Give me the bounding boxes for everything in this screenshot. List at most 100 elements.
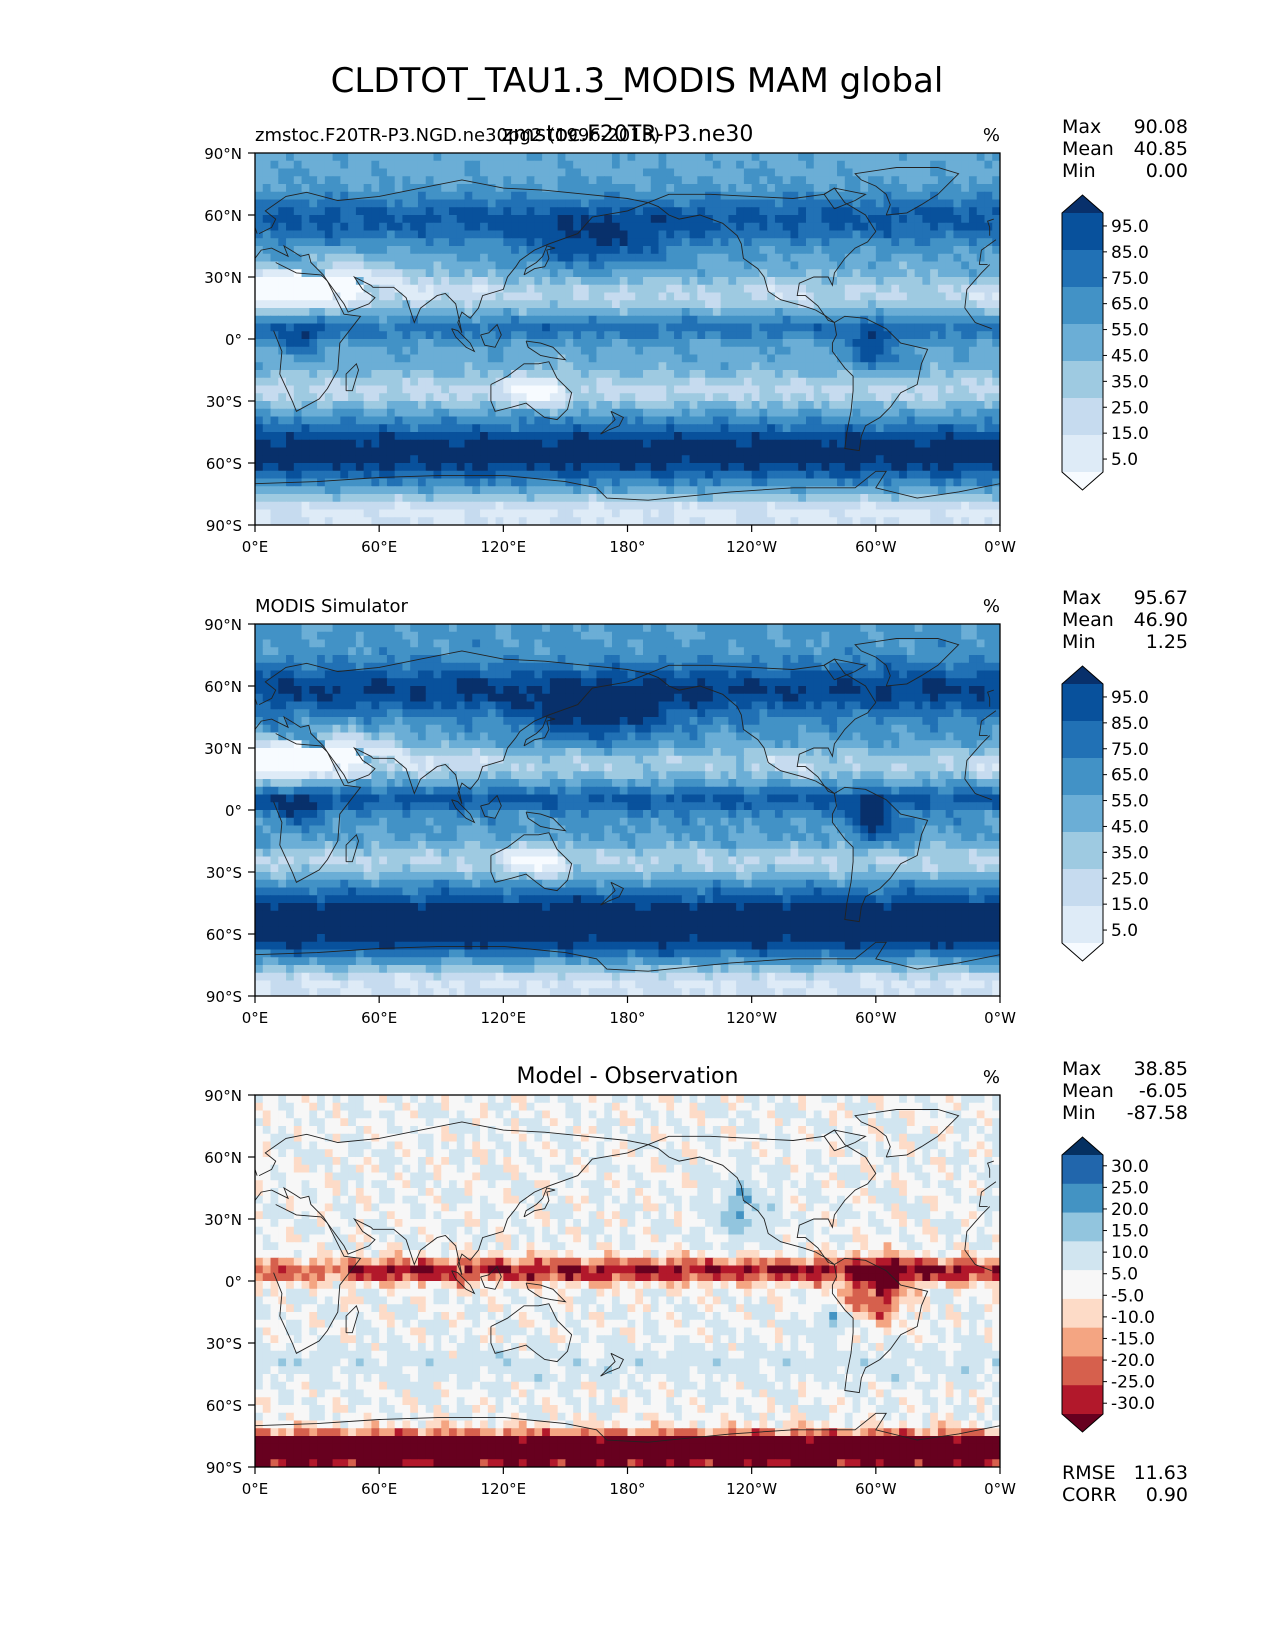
stat-label: Max [1062,587,1101,609]
coastline-madagascar [345,833,359,863]
colorbar-level-label: 25.0 [1111,869,1149,889]
coastline-samerica [831,315,929,452]
coastline-newguinea [525,340,567,361]
coastline-nz [600,410,625,435]
coastline-samerica [831,1257,929,1394]
metric-value: 0.90 [1146,1484,1188,1506]
stat-label: Mean [1062,138,1114,160]
colorbar-level-label: -30.0 [1111,1394,1155,1414]
coastline-greenland [854,1109,960,1158]
y-tick-label: 90°N [204,1087,242,1105]
coastline-newguinea [525,1282,567,1303]
x-tick-label: 0°E [242,538,269,556]
stat-value: 46.90 [1134,609,1188,631]
metric-label: RMSE [1062,1462,1116,1484]
colorbar-level-label: 75.0 [1111,740,1149,760]
x-tick-label: 60°E [361,1480,397,1498]
y-tick-label: 60°N [204,1149,242,1167]
y-tick-label: 60°N [204,678,242,696]
coastline-madagascar [345,362,359,392]
panel-left-title: zmstoc.F20TR-P3.NGD.ne30pg2 (1996-2013) [255,125,660,146]
x-tick-label: 60°W [855,538,897,556]
y-tick-label: 0° [225,1273,242,1291]
coastline-australia [490,1303,573,1363]
stat-value: -6.05 [1139,1080,1188,1102]
stat-value: 1.25 [1146,631,1188,653]
colorbar-level-label: 75.0 [1111,269,1149,289]
colorbar-level-label: 25.0 [1111,398,1149,418]
x-tick-label: 120°W [726,538,777,556]
metric-label: CORR [1062,1484,1117,1506]
panel-1: zmstoc.F20TR-P3.NGD.ne30pg2 (1996-2013)z… [204,116,1188,556]
x-tick-label: 120°E [481,1480,527,1498]
colorbar-level-label: -20.0 [1111,1351,1155,1371]
y-tick-label: 30°S [206,1335,242,1353]
coastline-sumatra [451,1270,476,1295]
colorbar-level-label: 85.0 [1111,243,1149,263]
coastline-greenland [854,638,960,687]
panel-center-title: Model - Observation [517,1064,739,1089]
x-tick-label: 120°E [481,538,527,556]
y-tick-label: 30°N [204,1211,242,1229]
colorbar-level-label: -5.0 [1111,1286,1144,1306]
coastline-antarctica [255,470,1000,501]
panel-2: MODIS Simulator % 0°E 60°E 120°E 180° 120°W 60°… [204,587,1188,1027]
colorbar-level-label: 15.0 [1111,424,1149,444]
colorbar-level-label: 15.0 [1111,895,1149,915]
x-tick-label: 180° [609,1009,645,1027]
coastline-baffin [823,187,867,210]
colorbar: 95.0 85.0 75.0 65.0 55.0 45.0 35.0 25.0 15.0 5.0 [1061,665,1149,962]
x-tick-label: 120°W [726,1480,777,1498]
colorbar-level-label: -10.0 [1111,1308,1155,1328]
coastline-eurasia [255,1121,997,1275]
stat-value: 95.67 [1134,587,1188,609]
stat-value: -87.58 [1127,1102,1188,1124]
y-tick-label: 90°S [206,1459,242,1477]
panel-units: % [983,125,1000,146]
x-tick-label: 0°E [242,1480,269,1498]
x-tick-label: 0°W [984,1480,1016,1498]
colorbar-level-label: 10.0 [1111,1243,1149,1263]
stat-label: Mean [1062,609,1114,631]
x-tick-label: 0°W [984,538,1016,556]
colorbar-level-label: 55.0 [1111,321,1149,341]
coastline-samerica [831,786,929,923]
y-tick-label: 30°S [206,864,242,882]
colorbar-level-label: 55.0 [1111,792,1149,812]
coastline-africa [273,262,992,412]
coastline-australia [490,832,573,892]
colorbar: 30.025.020.015.010.05.0-5.0-10.0-15.0-20… [1061,1136,1155,1433]
coastline-africa [273,1204,992,1354]
coastline-greenland [854,167,960,216]
stat-label: Min [1062,1102,1096,1124]
coastline-australia [490,361,573,421]
panel-left-title: MODIS Simulator [255,596,408,617]
y-tick-label: 0° [225,802,242,820]
metric-value: 11.63 [1134,1462,1188,1484]
y-tick-label: 60°S [206,455,242,473]
map-field [254,152,1001,526]
colorbar-level-label: 45.0 [1111,346,1149,366]
coastline-africa [273,733,992,883]
coastline-nz [600,881,625,906]
coastline-eurasia [255,650,997,804]
y-tick-label: 30°S [206,393,242,411]
x-tick-label: 180° [609,538,645,556]
coastline-nz [600,1352,625,1377]
x-tick-label: 120°E [481,1009,527,1027]
colorbar: 95.0 85.0 75.0 65.0 55.0 45.0 35.0 25.0 15.0 5.0 [1061,194,1149,491]
stat-label: Min [1062,160,1096,182]
colorbar-level-label: 65.0 [1111,295,1149,315]
colorbar-level-label: 85.0 [1111,714,1149,734]
coastline-japan [523,245,556,276]
stat-label: Max [1062,116,1101,138]
map-field [254,1094,1001,1468]
coastline-madagascar [345,1304,359,1334]
y-tick-label: 60°N [204,207,242,225]
coastline-eurasia [255,179,997,333]
coastline-namerica [648,187,877,323]
coastline-japan [523,716,556,747]
figure-title: CLDTOT_TAU1.3_MODIS MAM global [331,61,944,101]
x-tick-label: 60°E [361,538,397,556]
x-tick-label: 120°W [726,1009,777,1027]
